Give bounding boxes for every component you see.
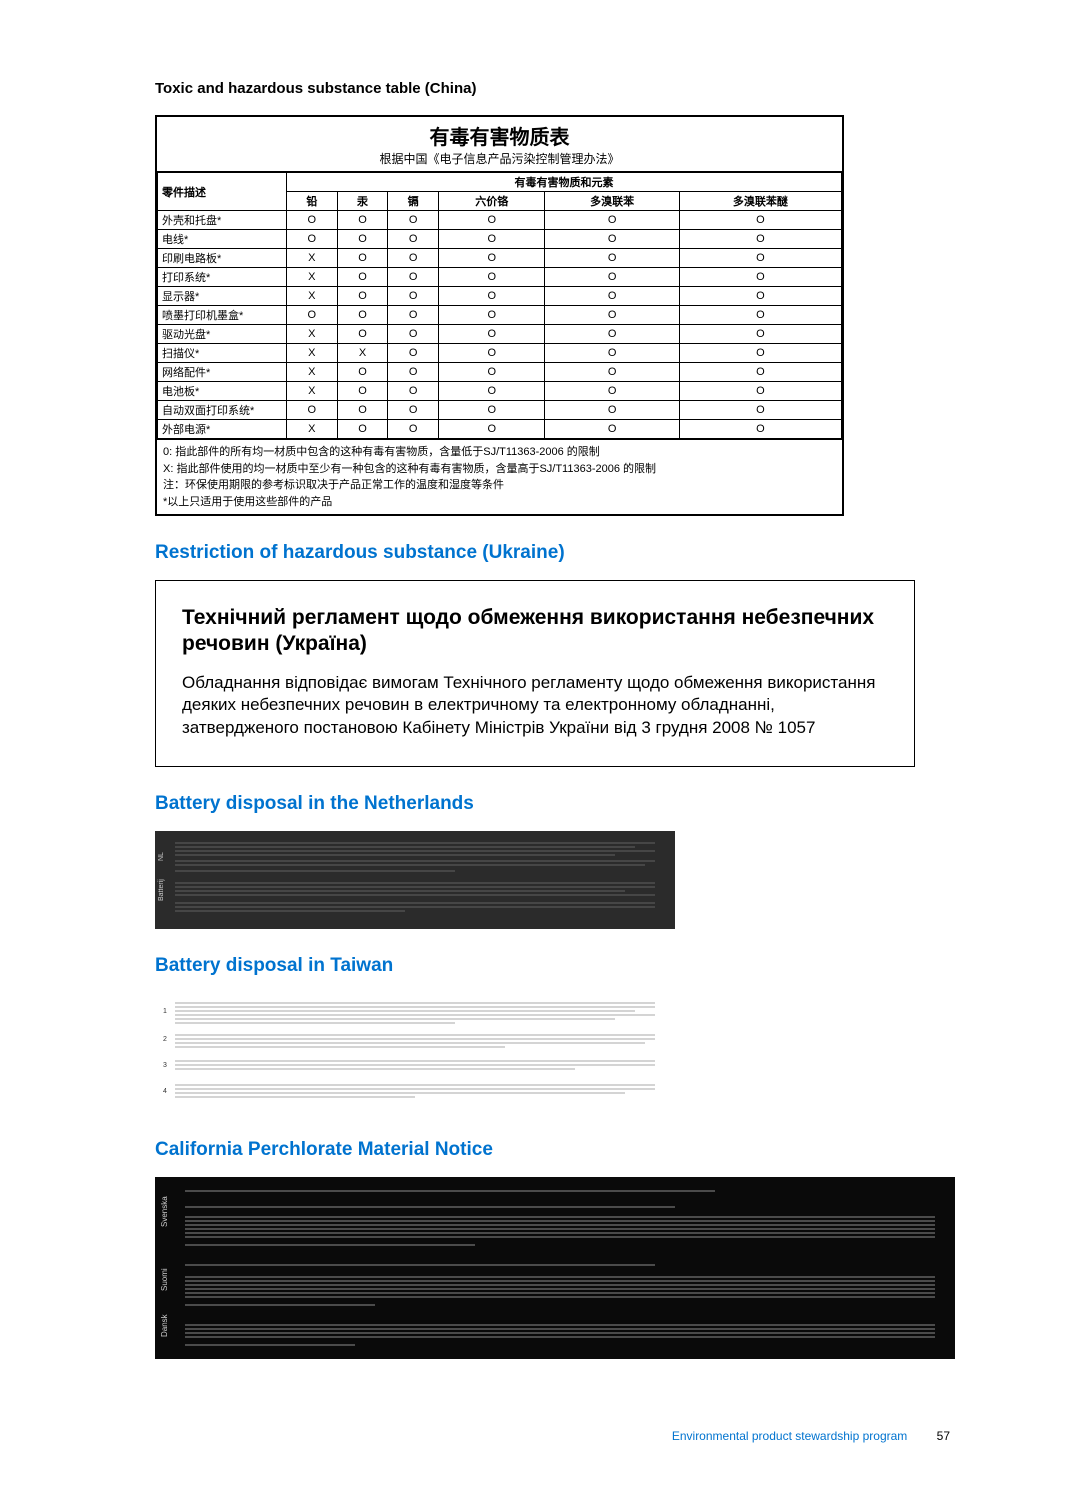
table-row: 打印系统*XOOOOO	[158, 268, 842, 287]
heading-california: California Perchlorate Material Notice	[155, 1139, 950, 1161]
table-row: 网络配件*XOOOOO	[158, 363, 842, 382]
heading-china: Toxic and hazardous substance table (Chi…	[155, 80, 950, 97]
table-row: 印刷电路板*XOOOOO	[158, 249, 842, 268]
svg-text:Svenska: Svenska	[160, 1196, 169, 1227]
china-table-title: 有毒有害物质表	[157, 117, 842, 150]
table-row: 扫描仪*XXOOOO	[158, 344, 842, 363]
svg-text:4: 4	[163, 1088, 167, 1095]
table-row: 显示器*XOOOOO	[158, 287, 842, 306]
taiwan-notice-image: 1 2 3 4	[155, 993, 675, 1113]
table-row: 电池板*XOOOOO	[158, 382, 842, 401]
heading-taiwan: Battery disposal in Taiwan	[155, 955, 950, 977]
table-row: 外壳和托盘*OOOOOO	[158, 211, 842, 230]
page-footer: Environmental product stewardship progra…	[155, 1429, 950, 1443]
china-table-subtitle: 根据中国《电子信息产品污染控制管理办法》	[157, 150, 842, 172]
table-row: 外部电源*XOOOOO	[158, 420, 842, 439]
svg-text:Suomi: Suomi	[160, 1268, 169, 1291]
table-row: 驱动光盘*XOOOOO	[158, 325, 842, 344]
china-table-grid: 零件描述有毒有害物质和元素铅汞镉六价铬多溴联苯多溴联苯醚外壳和托盘*OOOOOO…	[157, 172, 842, 439]
table-row: 自动双面打印系统*OOOOOO	[158, 401, 842, 420]
svg-text:1: 1	[163, 1008, 167, 1015]
svg-text:Dansk: Dansk	[160, 1314, 169, 1338]
footer-link[interactable]: Environmental product stewardship progra…	[672, 1429, 907, 1443]
table-row: 电线*OOOOOO	[158, 230, 842, 249]
california-notice-image: Svenska Suomi Dansk	[155, 1177, 955, 1359]
ukraine-body: Обладнання відповідає вимогам Технічного…	[182, 672, 888, 741]
netherlands-notice-image: NL Batterij	[155, 831, 675, 929]
heading-ukraine: Restriction of hazardous substance (Ukra…	[155, 542, 950, 564]
china-table-footer: 0: 指此部件的所有均一材质中包含的这种有毒有害物质，含量低于SJ/T11363…	[157, 439, 842, 514]
svg-text:NL: NL	[158, 852, 165, 861]
svg-text:3: 3	[163, 1062, 167, 1069]
svg-text:Batterij: Batterij	[158, 879, 165, 901]
table-row: 喷墨打印机墨盒*OOOOOO	[158, 306, 842, 325]
china-table: 有毒有害物质表 根据中国《电子信息产品污染控制管理办法》 零件描述有毒有害物质和…	[155, 115, 844, 516]
svg-text:2: 2	[163, 1036, 167, 1043]
heading-netherlands: Battery disposal in the Netherlands	[155, 793, 950, 815]
ukraine-box: Технічний регламент щодо обмеження викор…	[155, 580, 915, 767]
ukraine-title: Технічний регламент щодо обмеження викор…	[182, 605, 888, 658]
footer-page-number: 57	[937, 1429, 950, 1443]
